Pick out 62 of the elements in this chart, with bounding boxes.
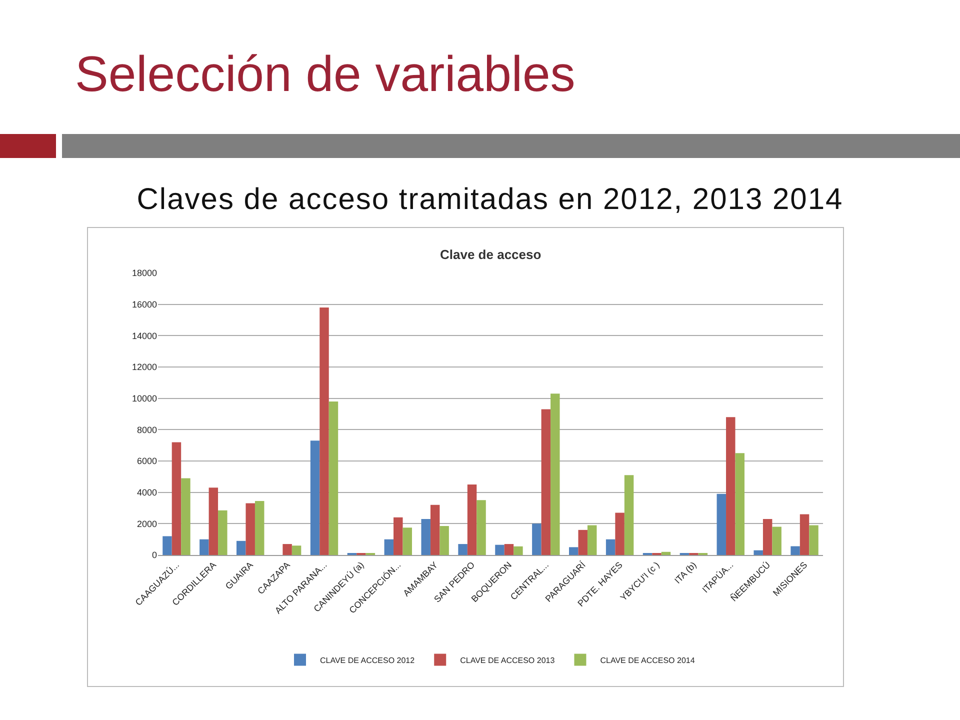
bar [320, 307, 329, 555]
bar [430, 504, 440, 555]
bar [532, 524, 542, 555]
bar [218, 510, 228, 555]
y-tick-label: 12000 [132, 362, 157, 372]
bar [809, 525, 818, 555]
y-tick-label: 0 [152, 550, 157, 560]
text: Clave de acceso [440, 247, 542, 262]
bar [587, 525, 597, 555]
bar [772, 526, 782, 555]
bar [172, 442, 182, 555]
bar [726, 417, 736, 555]
bar [716, 494, 726, 555]
bar [200, 539, 209, 555]
bar [569, 547, 578, 555]
bar [495, 544, 504, 555]
bar [735, 453, 744, 555]
bar [754, 550, 763, 555]
bar [208, 488, 218, 555]
legend-label: CLAVE DE ACCESO 2014 [600, 656, 696, 665]
bar [476, 500, 486, 555]
bar [254, 500, 264, 555]
bar [800, 514, 810, 555]
y-tick-label: 14000 [132, 330, 157, 341]
bar [236, 540, 246, 555]
bar [550, 394, 560, 555]
bar [541, 409, 551, 555]
bar [292, 546, 302, 555]
y-tick-label: 6000 [136, 456, 157, 466]
bar [661, 552, 671, 555]
bar [440, 526, 449, 555]
bar [467, 484, 477, 555]
x-tick-label: ITA (b) [672, 560, 698, 586]
legend-label: CLAVE DE ACCESO 2013 [460, 656, 556, 665]
bar [246, 503, 255, 555]
bar [504, 544, 514, 555]
chart-title: Selección de variables [75, 45, 576, 103]
y-tick-label: 2000 [136, 518, 157, 529]
bar [615, 512, 624, 555]
bar [181, 478, 190, 555]
bar [578, 530, 588, 555]
bar [310, 440, 320, 555]
y-tick-label: 18000 [132, 268, 157, 278]
y-tick-label: 10000 [132, 393, 157, 404]
legend-label: CLAVE DE ACCESO 2012 [320, 656, 416, 665]
bar [458, 544, 468, 555]
bar [624, 475, 634, 555]
bar [421, 518, 430, 555]
bar [162, 536, 172, 555]
bar [402, 528, 412, 555]
bar [790, 546, 800, 555]
chart-subtitle: Claves de acceso tramitadas en 2012, 2013 2014 [136, 183, 844, 217]
y-tick-label: 16000 [132, 299, 157, 310]
bar [328, 401, 338, 555]
bar [762, 518, 772, 555]
bar [282, 544, 292, 555]
bar [606, 539, 616, 555]
bar [384, 539, 394, 555]
y-tick-label: 8000 [136, 424, 157, 435]
bar [394, 517, 403, 555]
bar [514, 546, 523, 555]
y-tick-label: 4000 [136, 487, 157, 498]
